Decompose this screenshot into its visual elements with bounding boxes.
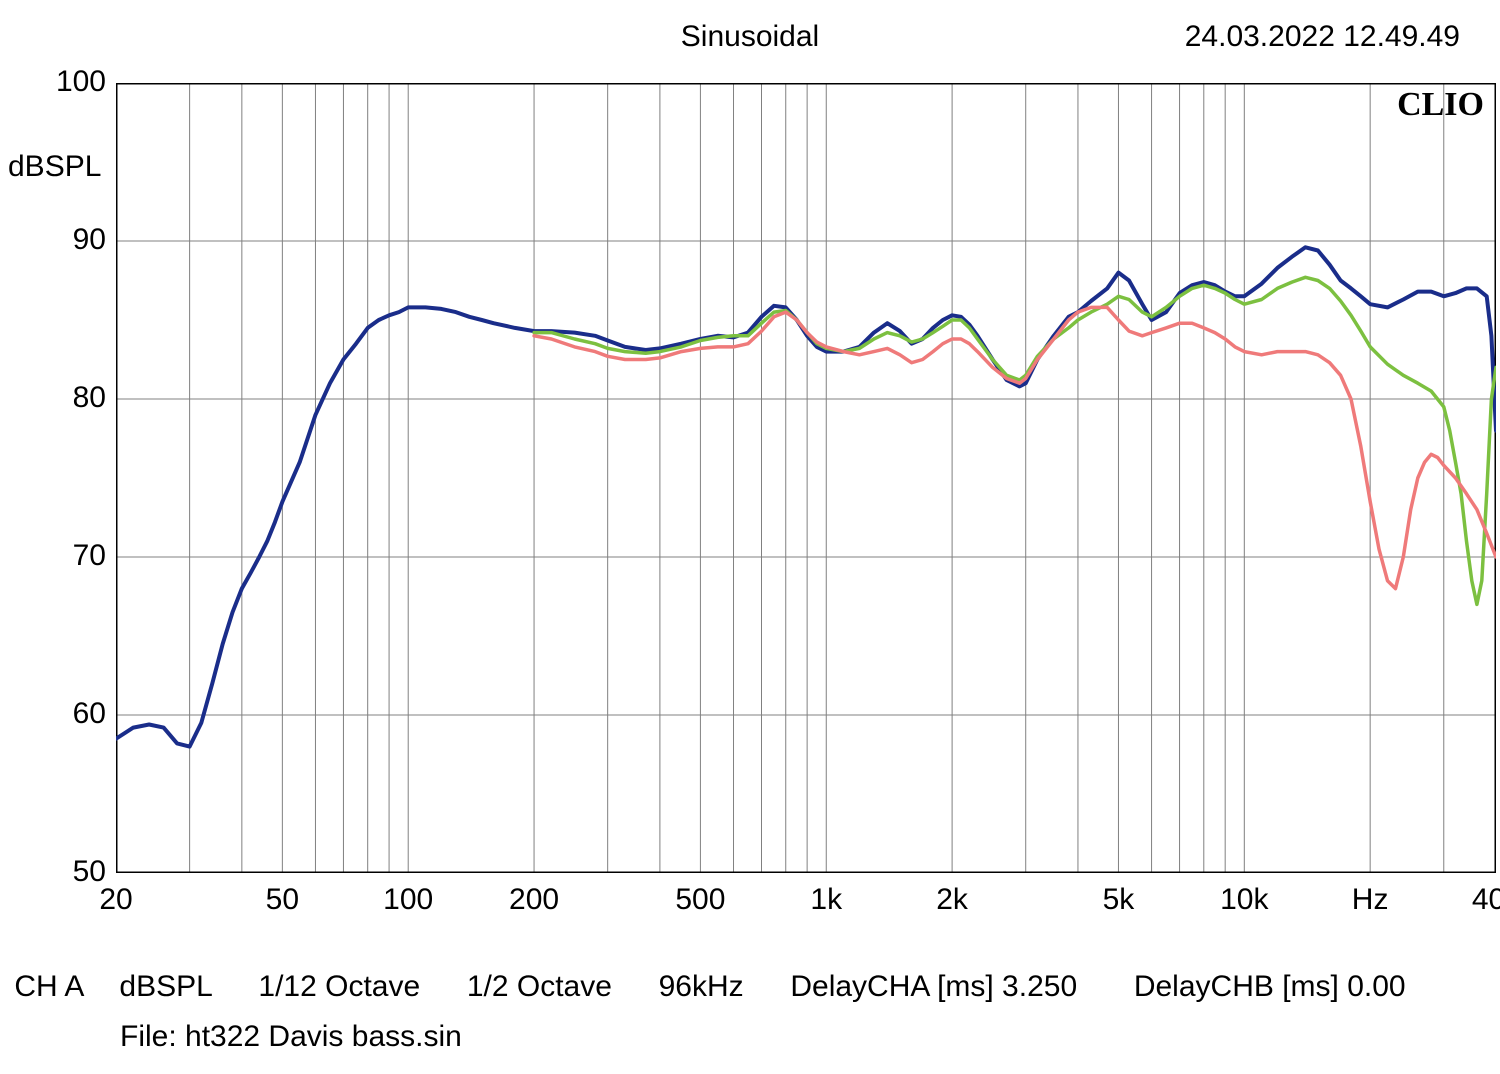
y-tick: 70	[16, 539, 106, 573]
footer-ch: CH A	[14, 970, 82, 1003]
x-tick: 200	[509, 883, 559, 917]
footer-oct1: 1/12 Octave	[258, 970, 420, 1003]
footer-line-2: File: ht322 Davis bass.sin	[120, 1020, 462, 1054]
y-tick: 60	[16, 697, 106, 731]
x-tick: Hz	[1352, 883, 1389, 917]
x-tick: 100	[383, 883, 433, 917]
footer-unit: dBSPL	[119, 970, 211, 1003]
x-tick: 10k	[1220, 883, 1268, 917]
x-tick: 1k	[810, 883, 842, 917]
brand-logo: CLIO	[1397, 86, 1484, 123]
footer-oct2: 1/2 Octave	[467, 970, 612, 1003]
x-tick: 40k	[1472, 883, 1500, 917]
y-axis-label: dBSPL	[8, 150, 101, 184]
footer-line-1: CH A dBSPL 1/12 Octave 1/2 Octave 96kHz …	[0, 970, 1500, 1004]
x-tick: 500	[675, 883, 725, 917]
chart-timestamp: 24.03.2022 12.49.49	[1185, 20, 1460, 54]
footer-delB: DelayCHB [ms] 0.00	[1134, 970, 1406, 1003]
frequency-response-chart: CLIO	[116, 83, 1496, 873]
x-tick: 5k	[1103, 883, 1135, 917]
y-tick: 50	[16, 855, 106, 889]
footer-sr: 96kHz	[659, 970, 744, 1003]
x-tick: 2k	[936, 883, 968, 917]
footer-delA: DelayCHA [ms] 3.250	[790, 970, 1077, 1003]
x-tick: 20	[99, 883, 132, 917]
x-tick: 50	[266, 883, 299, 917]
y-tick: 90	[16, 223, 106, 257]
y-tick: 100	[16, 65, 106, 99]
y-tick: 80	[16, 381, 106, 415]
